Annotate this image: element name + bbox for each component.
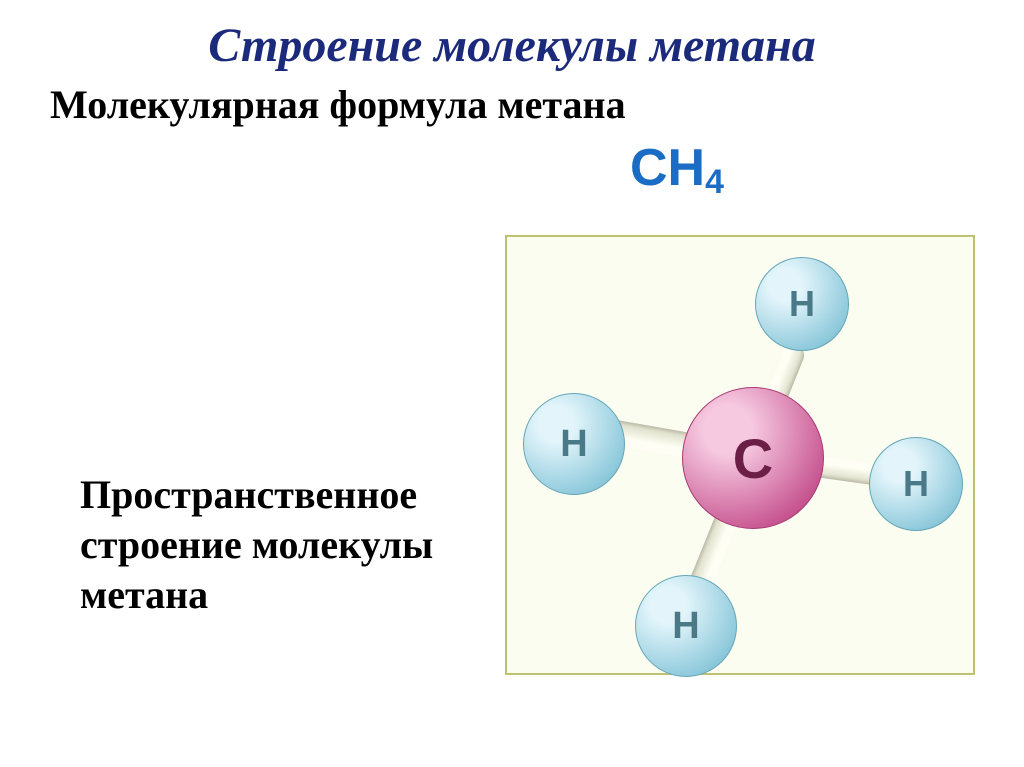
atom-h_left: H bbox=[523, 393, 625, 495]
atom-c: C bbox=[682, 387, 824, 529]
page-title: Строение молекулы метана bbox=[0, 18, 1024, 73]
formula-ch4: CH4 bbox=[630, 138, 724, 198]
molecular-formula-label: Молекулярная формула метана bbox=[50, 81, 1024, 128]
spatial-line3: метана bbox=[80, 570, 433, 620]
atom-h_top: H bbox=[755, 257, 849, 351]
spatial-line2: строение молекулы bbox=[80, 520, 433, 570]
atom-h_right: H bbox=[869, 437, 963, 531]
formula-subscript: 4 bbox=[705, 163, 724, 201]
formula-symbol: CH bbox=[630, 139, 705, 197]
atom-h_bottom: H bbox=[635, 575, 737, 677]
methane-molecule-diagram: HHHCH bbox=[505, 235, 975, 675]
spatial-structure-label: Пространственное строение молекулы метан… bbox=[80, 470, 433, 620]
spatial-line1: Пространственное bbox=[80, 470, 433, 520]
